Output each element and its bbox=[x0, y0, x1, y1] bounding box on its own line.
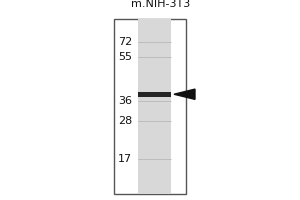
Bar bbox=[114, 19, 186, 194]
Text: 36: 36 bbox=[118, 96, 132, 106]
Text: 17: 17 bbox=[118, 154, 132, 164]
Text: 72: 72 bbox=[118, 37, 132, 47]
Text: 28: 28 bbox=[118, 116, 132, 126]
Polygon shape bbox=[174, 89, 195, 99]
Bar bbox=[138, 19, 171, 194]
Text: 55: 55 bbox=[118, 52, 132, 62]
Text: m.NIH-3T3: m.NIH-3T3 bbox=[131, 0, 190, 9]
Bar bbox=[138, 92, 171, 97]
